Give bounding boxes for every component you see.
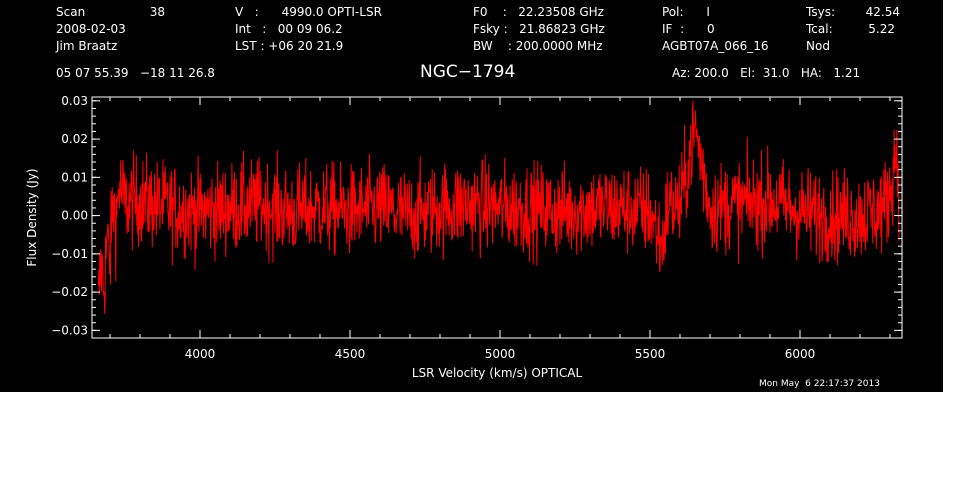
y-tick-label: −0.01 [51, 247, 88, 261]
y-tick-label: 0.02 [61, 132, 88, 146]
footer-timestamp: Mon May 6 22:17:37 2013 [759, 379, 880, 389]
header-pointing: Az: 200.0 El: 31.0 HA: 1.21 [672, 66, 861, 80]
y-tick-label: 0.00 [61, 209, 88, 223]
spectrum-line [97, 100, 900, 314]
header-f0: F0 : 22.23508 GHz [473, 5, 604, 19]
plot-panel: Scan 38 2008-02-03 Jim Braatz V : 4990.0… [0, 0, 943, 392]
spectrum-traces [97, 100, 900, 314]
header-scan-number: 38 [149, 5, 165, 19]
x-axis: 4000 4500 5000 5500 6000 [109, 97, 891, 361]
y-tick-label: −0.03 [51, 323, 88, 337]
y-axis-label: Flux Density (Jy) [25, 168, 39, 266]
x-tick-label: 5000 [485, 347, 516, 361]
header-tsys-value: 42.54 [865, 5, 900, 19]
x-axis-label: LSR Velocity (km/s) OPTICAL [412, 366, 583, 380]
header-integration: Int : 00 09 06.2 [235, 22, 343, 36]
header-tcal-label: Tcal: [806, 22, 833, 36]
x-tick-label: 4000 [185, 347, 216, 361]
x-tick-label: 4500 [335, 347, 366, 361]
header-polarization: Pol: I [662, 5, 710, 19]
y-axis: −0.03 −0.02 −0.01 0.00 0.01 0.02 0.03 [51, 94, 902, 337]
header-velocity: V : 4990.0 OPTI-LSR [235, 5, 382, 19]
header-date: 2008-02-03 [56, 22, 126, 36]
header-tsys-label: Tsys: [806, 5, 835, 19]
header-tcal-value: 5.22 [868, 22, 895, 36]
plot-frame [91, 96, 903, 339]
spectrum-chart: 4000 4500 5000 5500 6000 −0.03 −0.02 −0.01 0.00… [25, 94, 903, 380]
x-tick-label: 6000 [785, 347, 816, 361]
y-tick-label: 0.01 [61, 170, 88, 184]
y-tick-label: −0.02 [51, 285, 88, 299]
header-fsky: Fsky : 21.86823 GHz [473, 22, 605, 36]
header-lst: LST : +06 20 21.9 [235, 39, 344, 53]
header-scan-label: Scan [56, 5, 86, 19]
header-coordinates: 05 07 55.39 −18 11 26.8 [56, 66, 215, 80]
header-observer: Jim Braatz [56, 39, 118, 53]
header-project: AGBT07A_066_16 [662, 39, 769, 53]
y-tick-label: 0.03 [61, 94, 88, 108]
header-if: IF : 0 [662, 22, 715, 36]
header-switching-mode: Nod [806, 39, 830, 53]
source-name: NGC−1794 [420, 62, 516, 82]
x-tick-label: 5500 [635, 347, 666, 361]
header-bandwidth: BW : 200.0000 MHz [473, 39, 603, 53]
